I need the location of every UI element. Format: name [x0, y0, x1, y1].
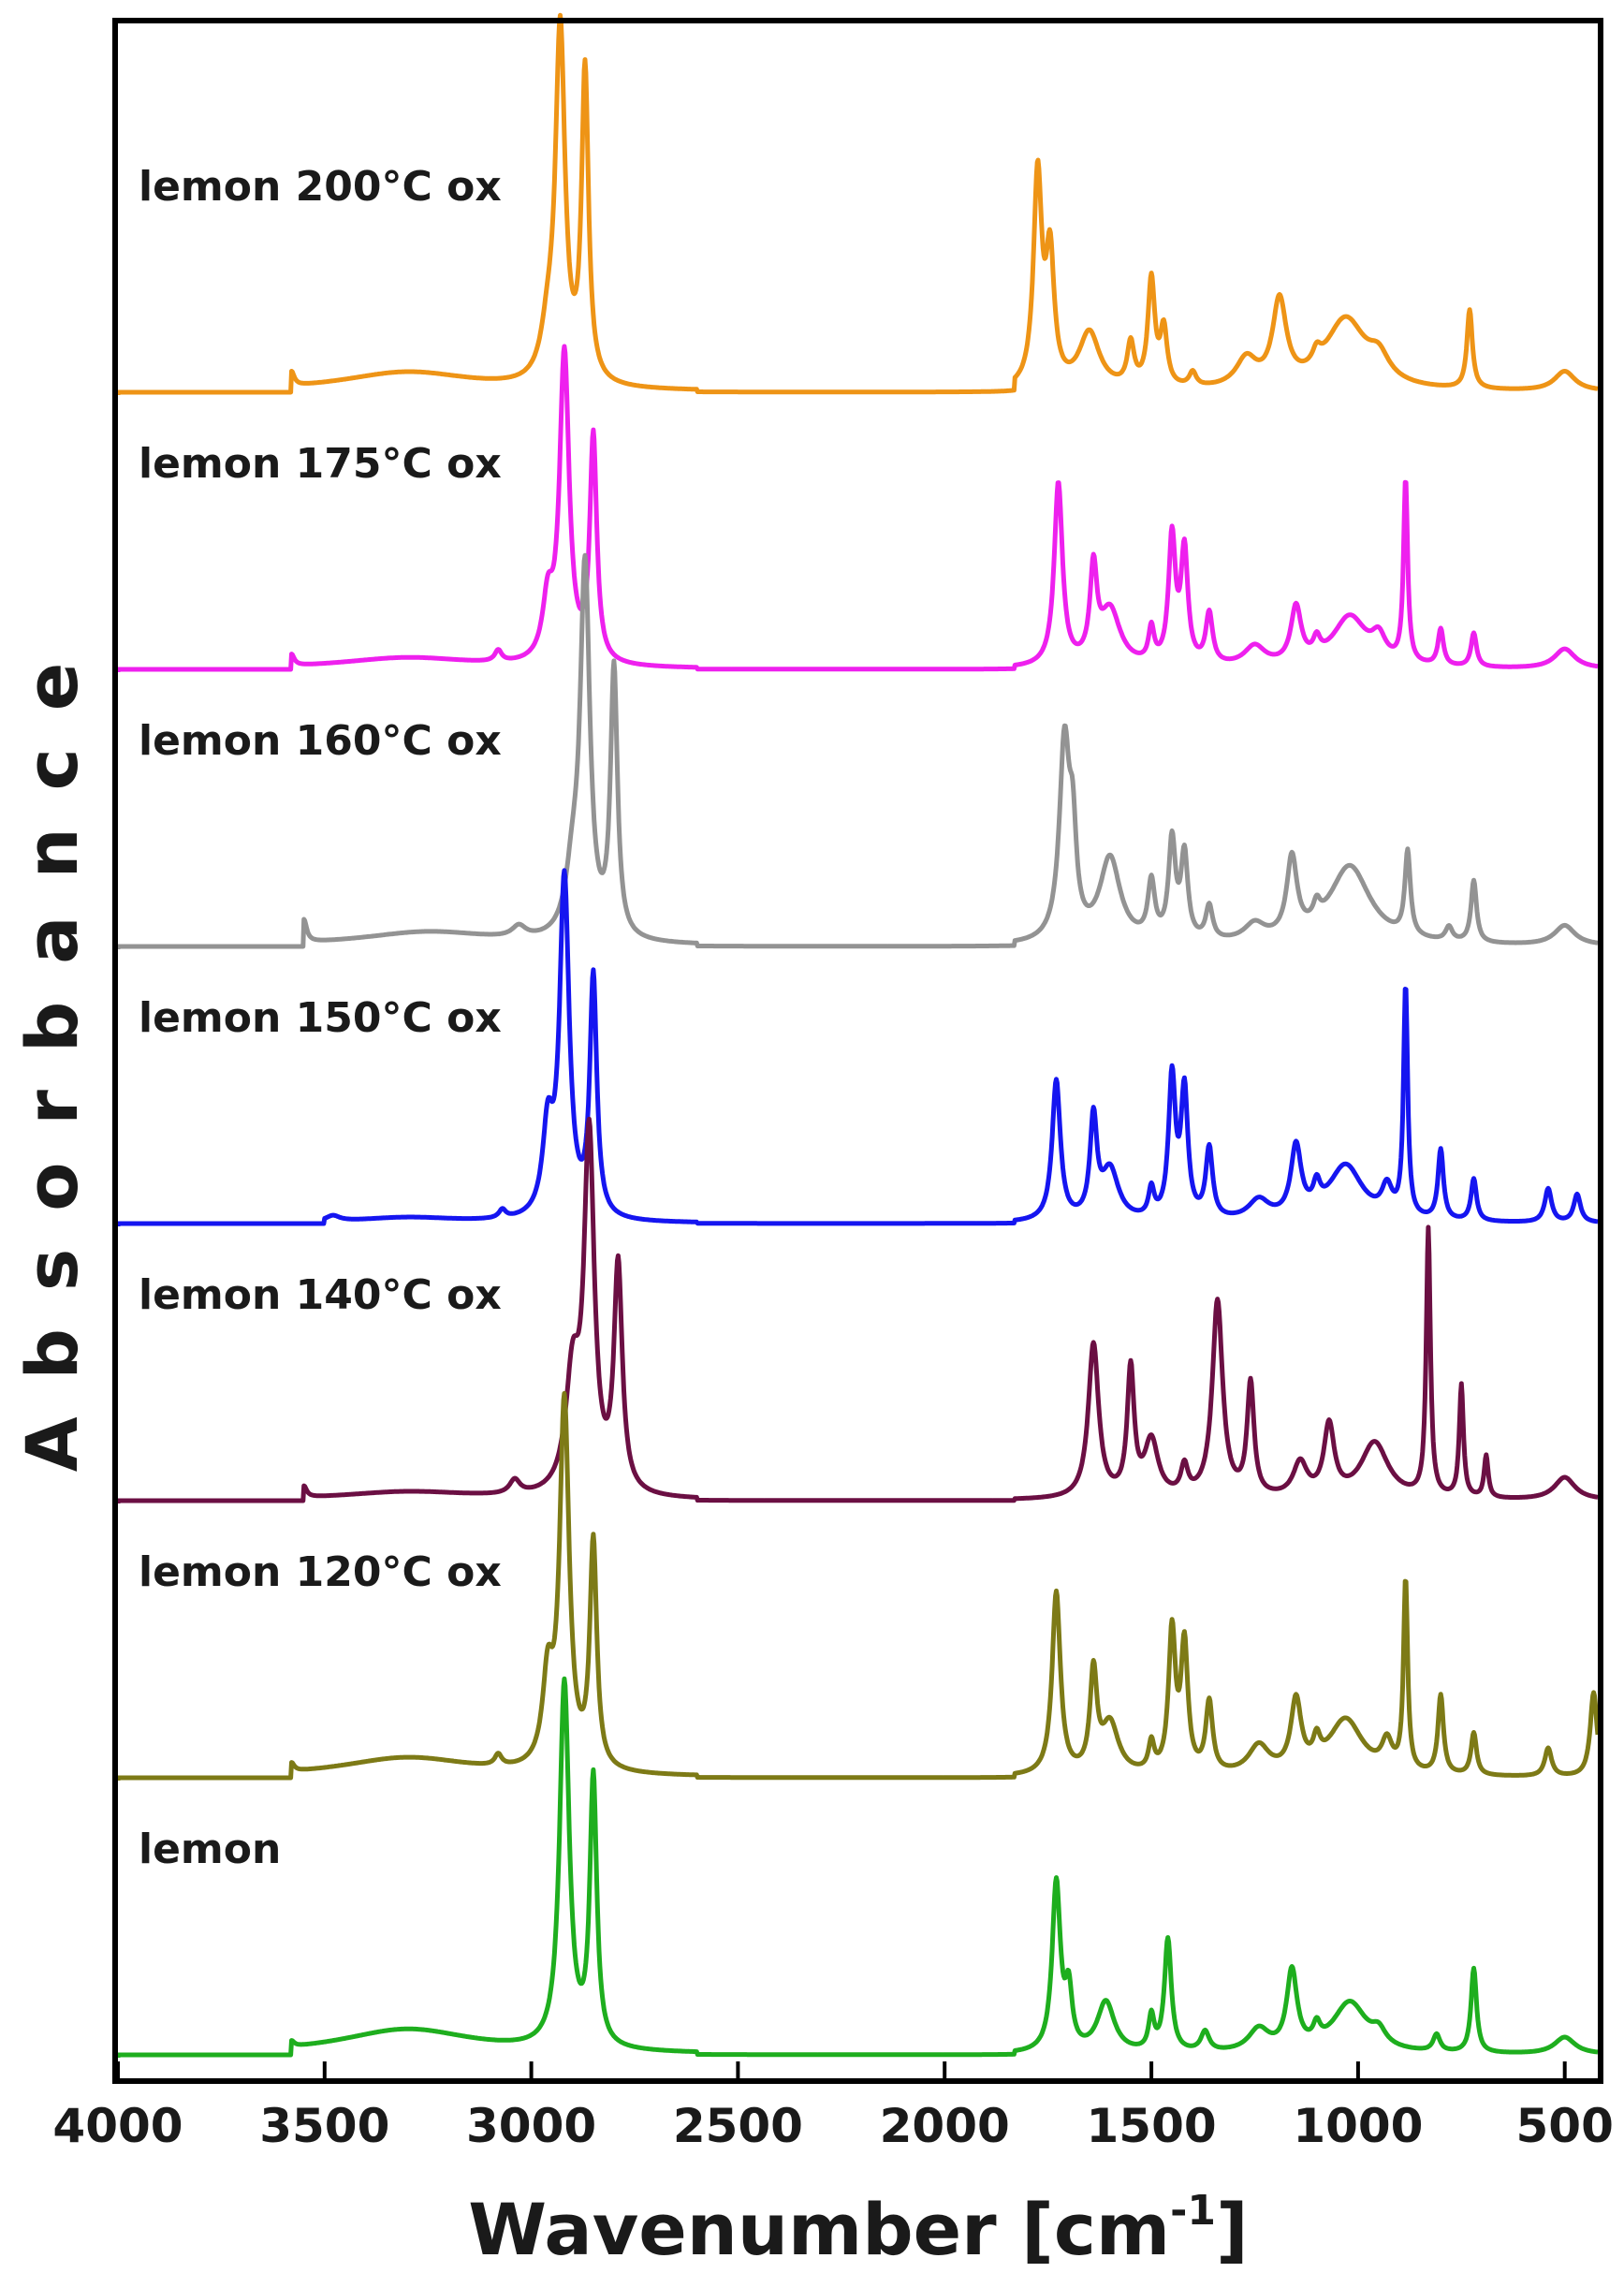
y-axis-title: Absorbance [10, 625, 94, 1473]
x-axis-label-main: Wavenumber [468, 2188, 997, 2271]
x-axis-label-exponent: -1 [1170, 2187, 1216, 2235]
x-tick-label-2500: 2500 [673, 2099, 803, 2153]
series-labels-group: lemon 200°C ox lemon 175°C ox lemon 160°C … [139, 163, 502, 1873]
x-tick-label-2000: 2000 [880, 2099, 1010, 2153]
x-axis-label-unit: [cm [1021, 2188, 1170, 2271]
plot-frame [112, 18, 1603, 2084]
traces-group [115, 12, 1601, 2058]
series-label-0: lemon 200°C ox [139, 163, 502, 211]
x-tick-label-500: 500 [1516, 2099, 1614, 2153]
series-line-5 [115, 1390, 1601, 1781]
series-line-2 [115, 552, 1600, 949]
series-line-6 [115, 1676, 1600, 2058]
x-tick-label-1500: 1500 [1087, 2099, 1217, 2153]
y-axis-label: Absorbance [10, 625, 94, 1473]
series-label-2: lemon 160°C ox [139, 717, 502, 765]
series-label-1: lemon 175°C ox [139, 440, 502, 488]
x-tick-label-3500: 3500 [259, 2099, 389, 2153]
x-axis-label-close: ] [1216, 2188, 1249, 2271]
x-tick-label-1000: 1000 [1293, 2099, 1423, 2153]
series-line-0 [115, 12, 1600, 395]
series-line-4 [115, 1116, 1600, 1503]
series-line-1 [115, 344, 1600, 672]
series-label-4: lemon 140°C ox [139, 1271, 502, 1319]
x-axis-ticks: 4000 3500 3000 2500 2000 1500 1000 500 [52, 2061, 1614, 2153]
x-axis-label: Wavenumber [cm-1] [468, 2187, 1248, 2271]
series-line-3 [115, 868, 1600, 1226]
x-axis-label-space [997, 2188, 1021, 2271]
series-label-6: lemon [139, 1826, 281, 1873]
x-tick-label-4000: 4000 [52, 2099, 183, 2153]
x-tick-label-3000: 3000 [466, 2099, 596, 2153]
series-label-3: lemon 150°C ox [139, 994, 502, 1042]
series-label-5: lemon 120°C ox [139, 1548, 502, 1596]
